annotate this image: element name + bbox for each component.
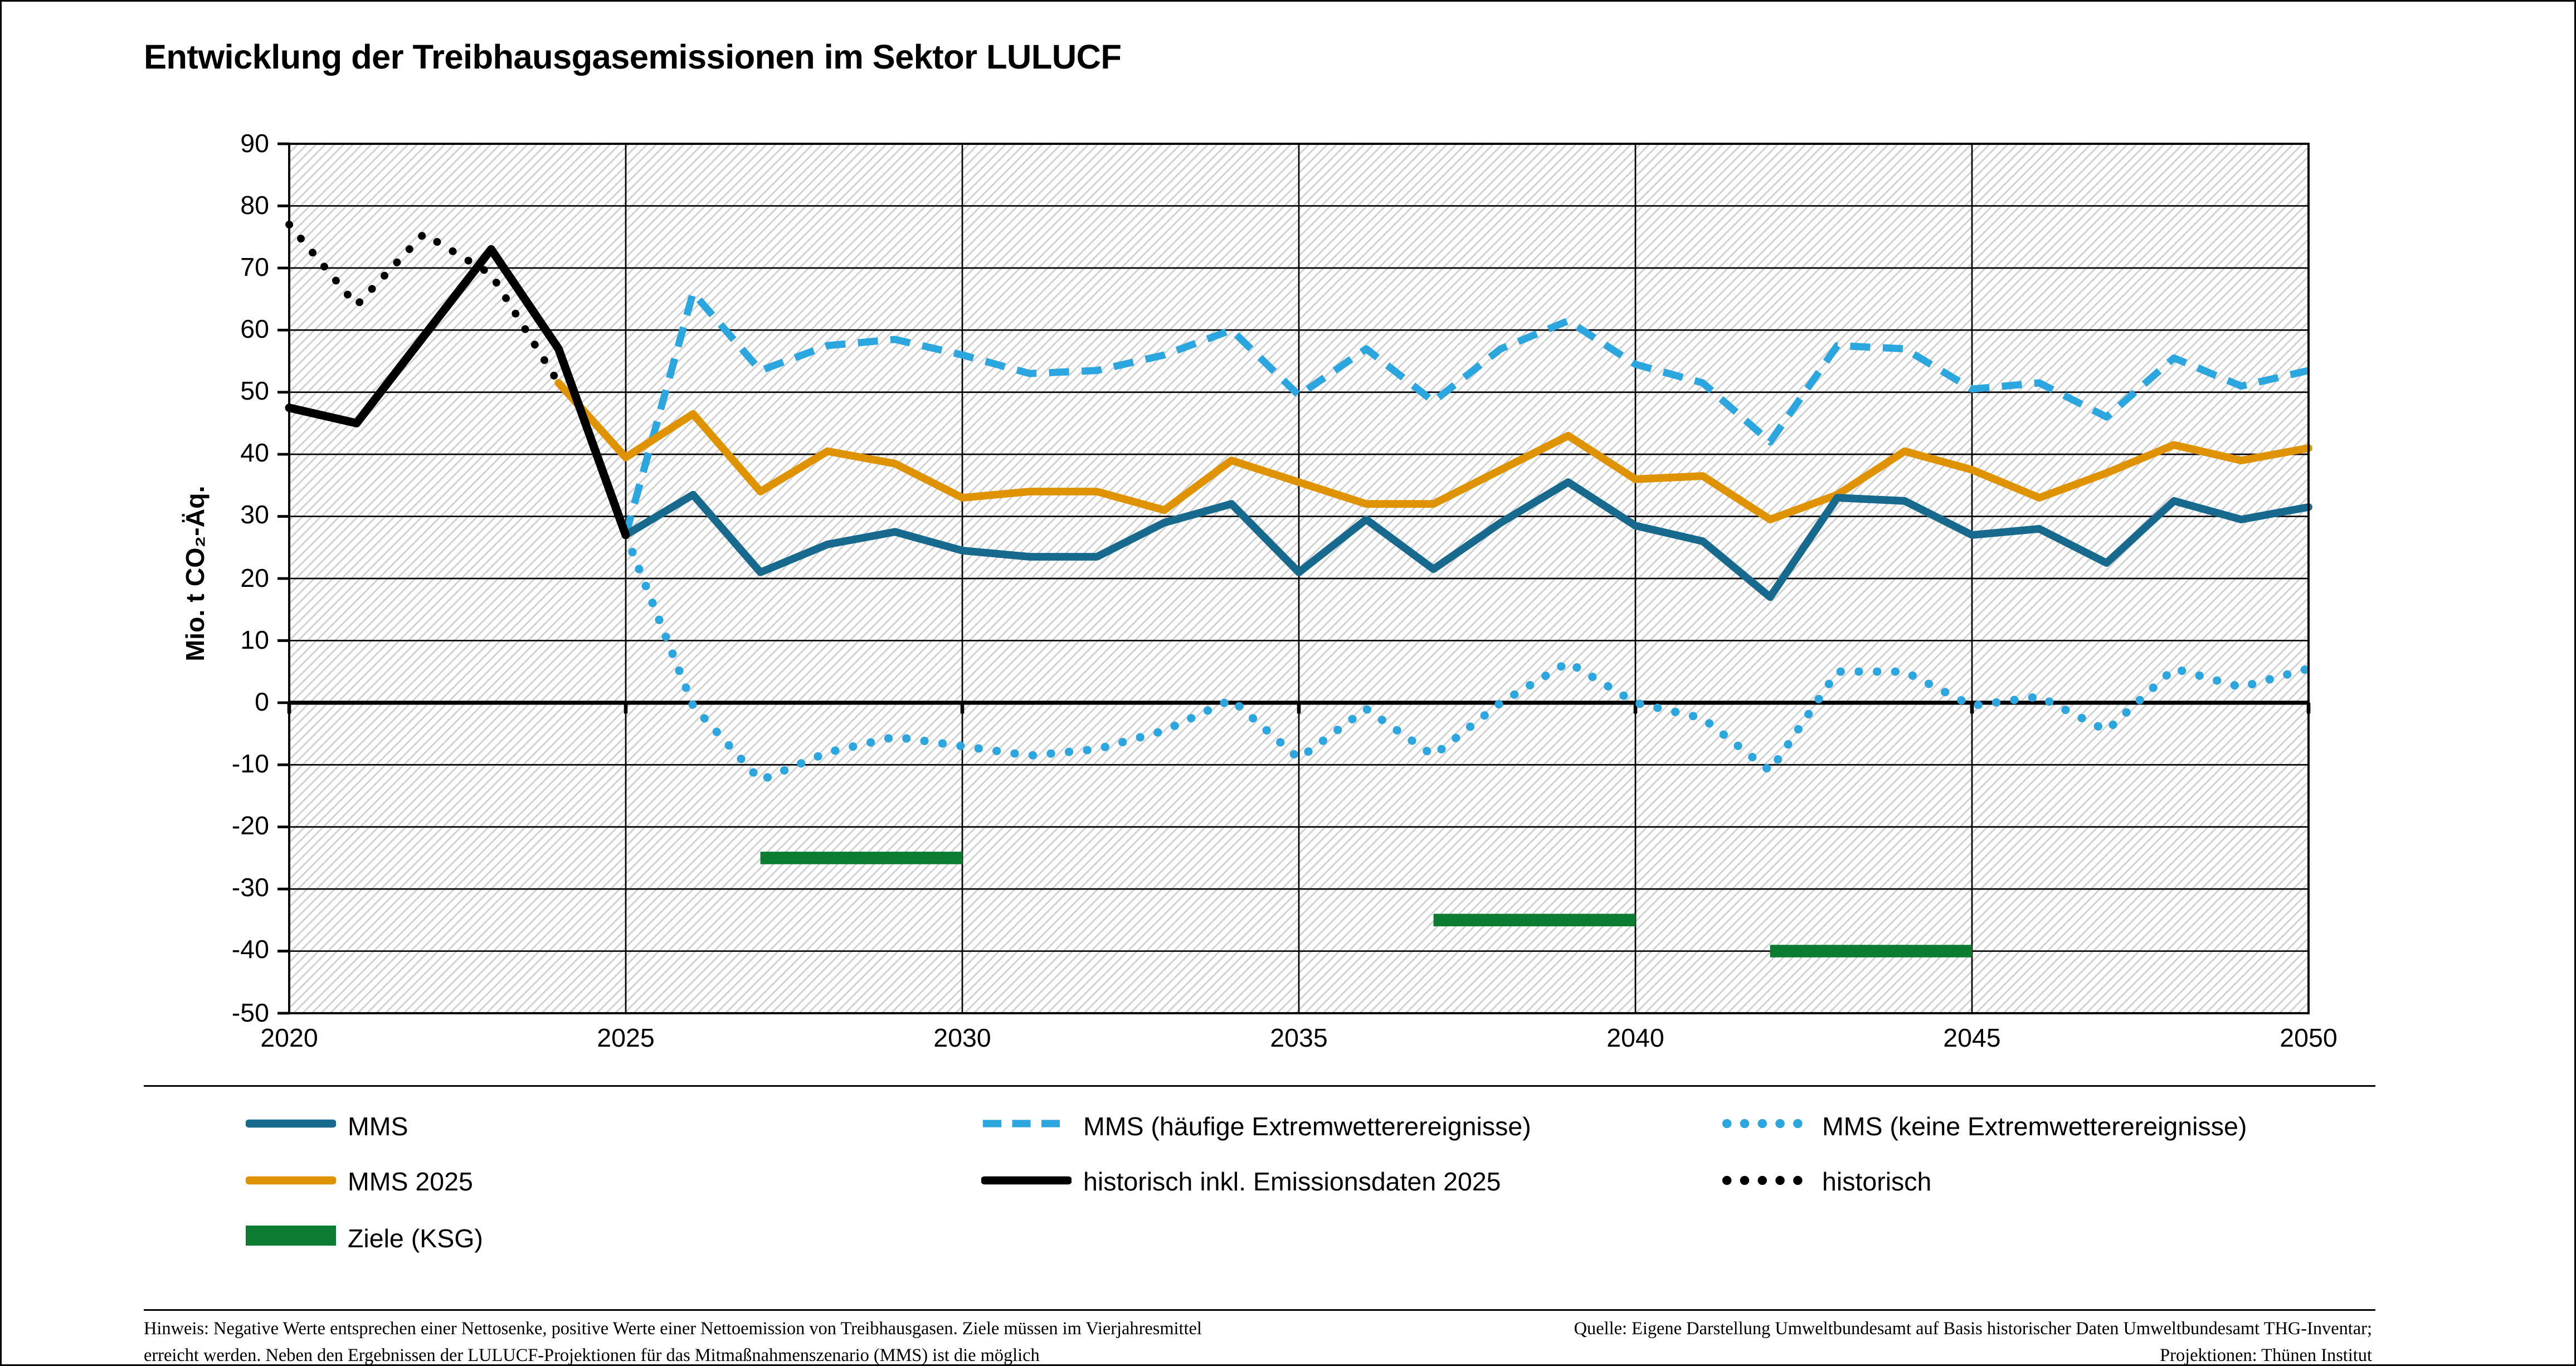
x-tick-label: 2030 [933,1025,991,1053]
legend-column: MMS (keine Extremwetterereignisse) histor… [1720,1109,2247,1221]
y-tick-label: 80 [240,191,269,220]
legend-item-label: MMS (keine Extremwetterereignisse) [1822,1112,2247,1141]
plot-area [277,142,2313,1015]
legend-marker-dotted-icon [1720,1168,1812,1200]
legend-marker-dotted-icon [1720,1112,1812,1144]
legend-item: Ziele (KSG) [246,1221,483,1259]
series-historisch [285,220,563,387]
x-tick-label: 2050 [2280,1025,2338,1053]
y-tick-label: 30 [240,502,269,531]
y-tick-label: -40 [231,937,269,966]
y-tick-label: 70 [240,254,269,283]
page-title: Entwicklung der Treibhausgasemissionen i… [144,38,1122,77]
plot-border [288,143,2310,1014]
y-tick-label: -30 [231,874,269,903]
y-tick-label: 60 [240,315,269,344]
target-bar-ksg [760,852,962,864]
footnote-note: Hinweis: Negative Werte entsprechen eine… [144,1319,1202,1365]
legend-item: MMS (häufige Extremwetterereignisse) [981,1109,1531,1147]
y-tick-label: 50 [240,378,269,407]
legend-marker-line-icon [245,1112,337,1144]
x-tick-label: 2040 [1606,1025,1664,1053]
series-historisch-inkl-emissionsdaten-2025 [285,245,630,539]
y-tick-label: 10 [240,626,269,655]
legend-marker-line-icon [980,1168,1073,1200]
y-tick-label: -50 [231,999,269,1028]
separator-top [144,1085,2375,1087]
legend-item-label: MMS 2025 [348,1169,473,1197]
legend-marker-bar-icon [246,1224,336,1256]
x-tick-label: 2020 [260,1025,318,1053]
legend-item: MMS (keine Extremwetterereignisse) [1720,1109,2247,1147]
y-tick-label: 0 [255,688,269,717]
legend-column: MMS (häufige Extremwetterereignisse) hist… [980,1109,1531,1221]
legend-item: MMS [245,1109,483,1147]
legend-item-label: Ziele (KSG) [348,1224,483,1253]
separator-bottom [144,1309,2375,1311]
legend-item-label: MMS (häufige Extremwetterereignisse) [1083,1112,1531,1141]
y-tick-label: -20 [231,813,269,842]
series-mms-keine-extremwetterereignisse- [621,531,2313,785]
legend-marker-dashed-icon [981,1112,1072,1144]
y-tick-label: -10 [231,750,269,779]
target-bar-ksg [1433,913,1635,927]
x-tick-label: 2045 [1943,1025,2001,1053]
legend-item: MMS 2025 [245,1165,483,1203]
series-mms-2025 [554,379,2312,523]
legend-item: historisch inkl. Emissionsdaten 2025 [980,1165,1531,1203]
legend-marker-line-icon [245,1168,337,1200]
y-tick-label: 20 [240,564,269,593]
y-tick-label: 40 [240,440,269,469]
footnote-source: Quelle: Eigene Darstellung Umweltbundesa… [1574,1319,2372,1365]
legend-column: MMS MMS 2025 Ziele (KSG) [245,1109,483,1277]
legend-item-label: MMS [348,1112,408,1141]
legend-item: historisch [1720,1165,2247,1203]
legend-item-label: historisch [1822,1169,1932,1197]
series-mms [622,478,2312,601]
x-tick-label: 2025 [597,1025,655,1053]
y-tick-label: 90 [240,129,269,158]
legend-item-label: historisch inkl. Emissionsdaten 2025 [1083,1169,1501,1197]
x-tick-label: 2035 [1270,1025,1328,1053]
series-mms-h-ufige-extremwetterereignisse- [622,289,2310,536]
target-bar-ksg [1770,945,1972,957]
